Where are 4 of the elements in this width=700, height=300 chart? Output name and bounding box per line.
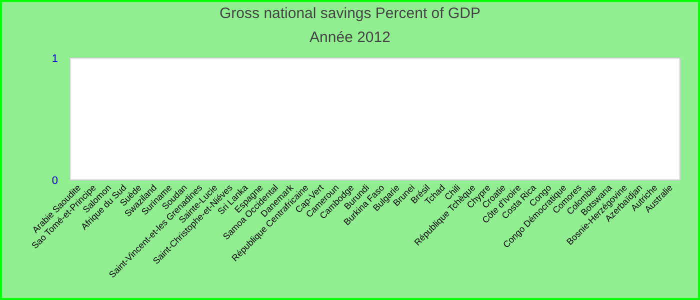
chart-title: Gross national savings Percent of GDP: [220, 5, 480, 22]
y-tick-label: 0: [52, 174, 58, 187]
y-tick-label: 1: [52, 52, 58, 65]
chart-subtitle: Année 2012: [310, 29, 390, 46]
